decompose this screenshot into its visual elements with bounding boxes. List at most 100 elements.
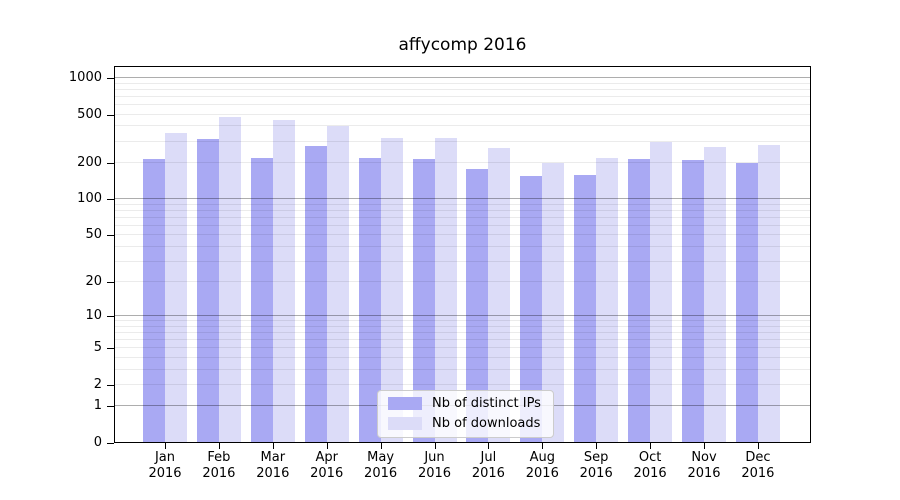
bar-downloads <box>165 132 187 442</box>
bar-downloads <box>326 126 349 442</box>
bar-downloads <box>488 148 511 442</box>
minor-gridline <box>115 203 810 205</box>
x-tick-mark <box>380 443 382 449</box>
minor-gridline <box>115 103 810 105</box>
bar-downloads <box>380 137 403 442</box>
y-tick-mark <box>107 443 114 444</box>
y-tick-label: 0 <box>93 435 102 450</box>
legend-label-distinct-ips: Nb of distinct IPs <box>432 396 541 411</box>
legend-label-downloads: Nb of downloads <box>432 416 541 431</box>
x-tick-label: Mar 2016 <box>256 450 290 481</box>
y-tick-mark <box>107 384 114 386</box>
major-gridline <box>115 315 810 317</box>
y-tick-label: 200 <box>77 154 102 170</box>
minor-gridline <box>115 82 810 84</box>
bar-distinct-ips <box>520 175 543 442</box>
minor-gridline <box>115 140 810 142</box>
y-tick-label: 50 <box>85 227 102 243</box>
major-gridline <box>115 198 810 200</box>
x-tick-mark <box>757 443 759 449</box>
y-tick-mark <box>107 406 114 408</box>
minor-gridline <box>115 95 810 97</box>
x-tick-label: Jun 2016 <box>417 450 452 481</box>
minor-gridline <box>115 125 810 127</box>
minor-gridline <box>115 347 810 349</box>
y-tick-label: 1 <box>93 398 102 414</box>
bar-downloads <box>434 137 457 442</box>
bar-distinct-ips <box>628 159 651 442</box>
bar-downloads <box>218 117 241 442</box>
x-tick-mark <box>165 443 166 449</box>
minor-gridline <box>115 88 810 90</box>
x-tick-label: Apr 2016 <box>310 450 344 481</box>
y-tick-mark <box>107 282 114 284</box>
y-tick-label: 10 <box>85 308 102 324</box>
x-tick-label: Jan 2016 <box>148 450 182 481</box>
bar-distinct-ips <box>735 162 758 442</box>
y-tick-mark <box>107 199 114 201</box>
x-tick-label: Dec 2016 <box>741 450 775 481</box>
legend-item-downloads: Nb of downloads <box>388 416 541 431</box>
x-tick-label: Aug 2016 <box>525 450 559 481</box>
bars-layer <box>115 67 810 442</box>
minor-gridline <box>115 260 810 262</box>
plot-area <box>114 66 811 443</box>
minor-gridline <box>115 216 810 218</box>
chart-title: affycomp 2016 <box>398 35 527 55</box>
legend-swatch-downloads <box>388 417 422 430</box>
x-tick-label: Oct 2016 <box>633 450 667 481</box>
bar-downloads <box>596 158 619 442</box>
minor-gridline <box>115 161 810 163</box>
bar-distinct-ips <box>143 159 165 442</box>
x-tick-label: Jul 2016 <box>471 450 505 481</box>
legend: Nb of distinct IPs Nb of downloads <box>377 390 554 438</box>
y-tick-mark <box>107 316 114 318</box>
minor-gridline <box>115 234 810 236</box>
x-tick-label: Sep 2016 <box>579 450 613 481</box>
bar-downloads <box>650 142 673 442</box>
x-tick-mark <box>434 443 436 449</box>
y-tick-mark <box>107 235 114 237</box>
minor-gridline <box>115 281 810 283</box>
x-tick-mark <box>596 443 598 449</box>
y-tick-mark <box>107 114 114 116</box>
legend-swatch-distinct-ips <box>388 397 422 410</box>
x-tick-mark <box>326 443 328 449</box>
minor-gridline <box>115 339 810 341</box>
bar-downloads <box>272 119 295 442</box>
bar-distinct-ips <box>682 160 704 442</box>
minor-gridline <box>115 356 810 358</box>
x-tick-mark <box>488 443 490 449</box>
y-tick-label: 5 <box>93 340 102 356</box>
bar-downloads <box>704 147 726 442</box>
bar-distinct-ips <box>412 159 435 442</box>
bar-distinct-ips <box>574 174 597 442</box>
y-tick-label: 1000 <box>68 70 102 85</box>
bar-distinct-ips <box>304 146 327 442</box>
bar-distinct-ips <box>358 158 381 442</box>
x-tick-mark <box>704 443 705 449</box>
gridlines-layer <box>115 67 810 442</box>
y-tick-label: 20 <box>85 274 102 290</box>
bar-downloads <box>542 162 565 442</box>
x-tick-label: Feb 2016 <box>202 450 236 481</box>
minor-gridline <box>115 368 810 370</box>
minor-gridline <box>115 320 810 322</box>
y-tick-label: 500 <box>77 106 102 122</box>
minor-gridline <box>115 209 810 211</box>
bar-downloads <box>757 145 780 442</box>
y-tick-mark <box>107 162 114 164</box>
bar-distinct-ips <box>466 169 489 442</box>
y-tick-label: 100 <box>77 191 102 207</box>
x-tick-mark <box>272 443 274 449</box>
y-tick-mark <box>107 348 114 350</box>
y-tick-mark <box>107 78 114 79</box>
y-tick-label: 2 <box>93 376 102 392</box>
minor-gridline <box>115 325 810 327</box>
minor-gridline <box>115 113 810 115</box>
legend-item-distinct-ips: Nb of distinct IPs <box>388 396 541 411</box>
x-tick-label: May 2016 <box>364 450 398 481</box>
minor-gridline <box>115 332 810 334</box>
minor-gridline <box>115 224 810 226</box>
